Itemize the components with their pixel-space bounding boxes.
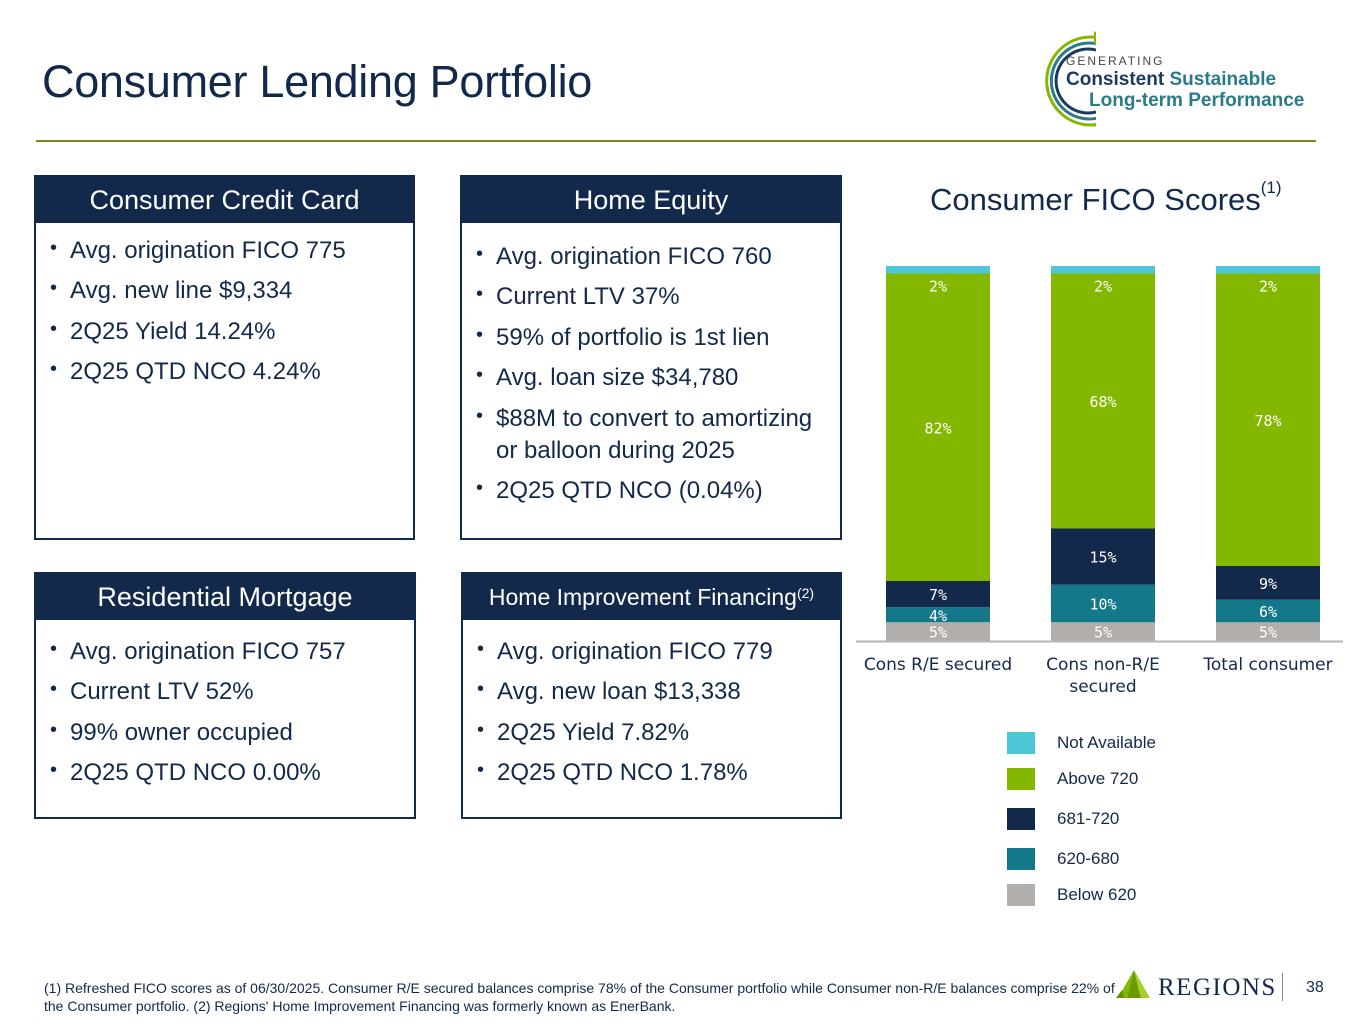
- fico-stacked-bar-chart: 5%4%7%82%2%5%10%15%68%2%5%6%9%78%2%Cons …: [856, 266, 1343, 697]
- data-label: 5%: [1094, 624, 1112, 642]
- legend-item: 620-680: [1007, 846, 1227, 874]
- list-item: 2Q25 Yield 7.82%: [475, 717, 840, 749]
- list-item: Avg. origination FICO 775: [48, 235, 413, 267]
- list-item: Avg. loan size $34,780: [474, 362, 840, 394]
- logo-line-1: Consistent Sustainable: [1066, 69, 1277, 90]
- regions-brand: REGIONS 38: [1112, 966, 1342, 1006]
- data-label: 9%: [1259, 575, 1277, 593]
- list-item: 2Q25 QTD NCO (0.04%): [474, 475, 840, 507]
- bar-segment-620-680: [1216, 599, 1320, 623]
- page-number: 38: [1306, 979, 1324, 996]
- data-label: 10%: [1089, 596, 1116, 614]
- data-label: 68%: [1089, 393, 1116, 411]
- swoosh-icon: [1045, 31, 1096, 127]
- data-label: 5%: [929, 624, 947, 642]
- data-label: 5%: [1259, 624, 1277, 642]
- list-item: 99% owner occupied: [48, 717, 414, 749]
- bar-segment-above-720: [886, 273, 990, 581]
- mortgage-heading: Residential Mortgage: [36, 574, 414, 620]
- x-tick-label: Total consumer: [1202, 655, 1332, 675]
- logo-generating-text: GENERATING: [1066, 54, 1165, 68]
- list-item: Avg. new line $9,334: [48, 275, 413, 307]
- home-equity-box: Home Equity Avg. origination FICO 760 Cu…: [460, 175, 842, 540]
- legend-item: Above 720: [1007, 766, 1227, 794]
- legend-item: Below 620: [1007, 882, 1227, 910]
- list-item: 2Q25 QTD NCO 1.78%: [475, 757, 840, 789]
- bar-segment-below-620: [886, 622, 990, 641]
- bar-segment-above-720: [1216, 273, 1320, 566]
- list-item: $88M to convert to amortizing or balloon…: [474, 403, 840, 468]
- mortgage-box: Residential Mortgage Avg. origination FI…: [34, 572, 416, 819]
- footnote: (1) Refreshed FICO scores as of 06/30/20…: [44, 980, 1115, 1015]
- regions-logo-icon: [1116, 970, 1150, 998]
- list-item: Current LTV 37%: [474, 281, 840, 313]
- bar-segment-not-available: [886, 266, 990, 274]
- list-item: Avg. origination FICO 757: [48, 636, 414, 668]
- legend-label: Below 620: [1057, 885, 1137, 904]
- brand-name: REGIONS: [1158, 974, 1277, 1001]
- footnote-marker: (1): [1260, 178, 1282, 197]
- bar-segment-681-720: [886, 581, 990, 608]
- data-label: 4%: [929, 607, 947, 625]
- credit-card-box: Consumer Credit Card Avg. origination FI…: [34, 175, 415, 540]
- home-equity-list: Avg. origination FICO 760 Current LTV 37…: [462, 223, 840, 508]
- bar-segment-620-680: [1051, 584, 1155, 623]
- bar-segment-681-720: [1051, 528, 1155, 585]
- home-improvement-box: Home Improvement Financing(2) Avg. origi…: [461, 572, 842, 819]
- x-tick-label: Cons non-R/E secured: [1046, 655, 1160, 697]
- logo-line-2: Long-term Performance: [1089, 90, 1305, 111]
- credit-card-heading: Consumer Credit Card: [36, 177, 413, 223]
- legend-label: Not Available: [1057, 733, 1156, 752]
- legend-swatch: [1007, 768, 1035, 790]
- data-label: 2%: [929, 278, 947, 296]
- bar-segment-not-available: [1216, 266, 1320, 274]
- legend-label: 620-680: [1057, 849, 1120, 868]
- legend-swatch: [1007, 884, 1035, 906]
- list-item: 2Q25 QTD NCO 4.24%: [48, 356, 413, 388]
- bar-segment-not-available: [1051, 266, 1155, 274]
- home-improvement-heading: Home Improvement Financing (2): [463, 574, 840, 620]
- data-label: 6%: [1259, 603, 1277, 621]
- list-item: 2Q25 QTD NCO 0.00%: [48, 757, 414, 789]
- credit-card-list: Avg. origination FICO 775 Avg. new line …: [36, 223, 413, 389]
- home-improvement-list: Avg. origination FICO 779 Avg. new loan …: [463, 620, 840, 790]
- bar-segment-above-720: [1051, 273, 1155, 529]
- page-title: Consumer Lending Portfolio: [42, 56, 593, 107]
- legend-swatch: [1007, 732, 1035, 754]
- home-equity-heading: Home Equity: [462, 177, 840, 223]
- legend-item: 681-720: [1007, 806, 1227, 834]
- chart-title: Consumer FICO Scores(1): [930, 178, 1282, 217]
- list-item: 2Q25 Yield 14.24%: [48, 316, 413, 348]
- brand-divider: [1282, 973, 1283, 1001]
- legend-label: Above 720: [1057, 769, 1139, 788]
- data-label: 2%: [1259, 278, 1277, 296]
- mortgage-list: Avg. origination FICO 757 Current LTV 52…: [36, 620, 414, 790]
- data-label: 82%: [924, 419, 951, 437]
- list-item: 59% of portfolio is 1st lien: [474, 322, 840, 354]
- list-item: Avg. origination FICO 760: [474, 241, 840, 273]
- data-label: 7%: [929, 586, 947, 604]
- legend-swatch: [1007, 808, 1035, 830]
- data-label: 15%: [1089, 549, 1116, 567]
- footnote-marker: (2): [796, 585, 815, 601]
- bar-segment-below-620: [1051, 622, 1155, 641]
- data-label: 78%: [1254, 412, 1281, 430]
- bar-segment-below-620: [1216, 622, 1320, 641]
- list-item: Current LTV 52%: [48, 676, 414, 708]
- legend-item: Not Available: [1007, 730, 1227, 758]
- list-item: Avg. new loan $13,338: [475, 676, 840, 708]
- bar-segment-681-720: [1216, 566, 1320, 600]
- bar-segment-620-680: [886, 607, 990, 623]
- legend-swatch: [1007, 848, 1035, 870]
- generating-logo: GENERATING Consistent Sustainable Long-t…: [1036, 28, 1326, 128]
- title-divider: [36, 140, 1316, 142]
- data-label: 2%: [1094, 278, 1112, 296]
- legend-label: 681-720: [1057, 809, 1120, 828]
- x-tick-label: Cons R/E secured: [864, 655, 1012, 675]
- list-item: Avg. origination FICO 779: [475, 636, 840, 668]
